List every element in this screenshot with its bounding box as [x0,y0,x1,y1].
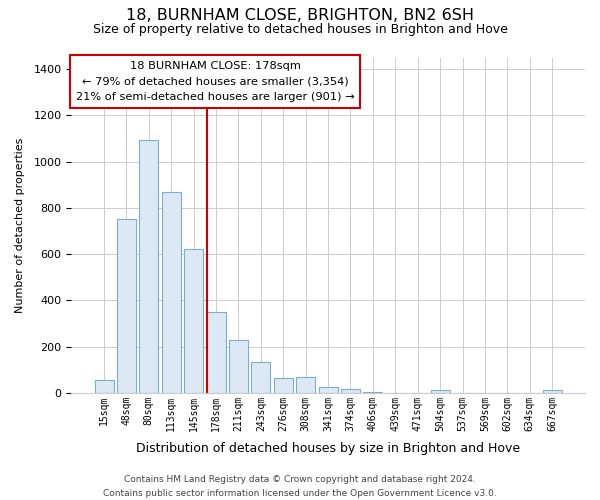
Text: Size of property relative to detached houses in Brighton and Hove: Size of property relative to detached ho… [92,22,508,36]
Bar [184,250,203,393]
Text: 18, BURNHAM CLOSE, BRIGHTON, BN2 6SH: 18, BURNHAM CLOSE, BRIGHTON, BN2 6SH [126,8,474,22]
Bar [139,140,158,393]
Bar [251,362,271,393]
Text: 18 BURNHAM CLOSE: 178sqm
← 79% of detached houses are smaller (3,354)
21% of sem: 18 BURNHAM CLOSE: 178sqm ← 79% of detach… [76,61,355,102]
Bar [296,376,315,393]
Bar [274,378,293,393]
Bar [319,387,338,393]
Bar [341,388,360,393]
X-axis label: Distribution of detached houses by size in Brighton and Hove: Distribution of detached houses by size … [136,442,520,455]
Text: Contains HM Land Registry data © Crown copyright and database right 2024.
Contai: Contains HM Land Registry data © Crown c… [103,476,497,498]
Bar [117,220,136,393]
Bar [431,390,449,393]
Bar [206,312,226,393]
Bar [162,192,181,393]
Bar [95,380,113,393]
Bar [364,392,382,393]
Y-axis label: Number of detached properties: Number of detached properties [15,138,25,313]
Bar [542,390,562,393]
Bar [229,340,248,393]
